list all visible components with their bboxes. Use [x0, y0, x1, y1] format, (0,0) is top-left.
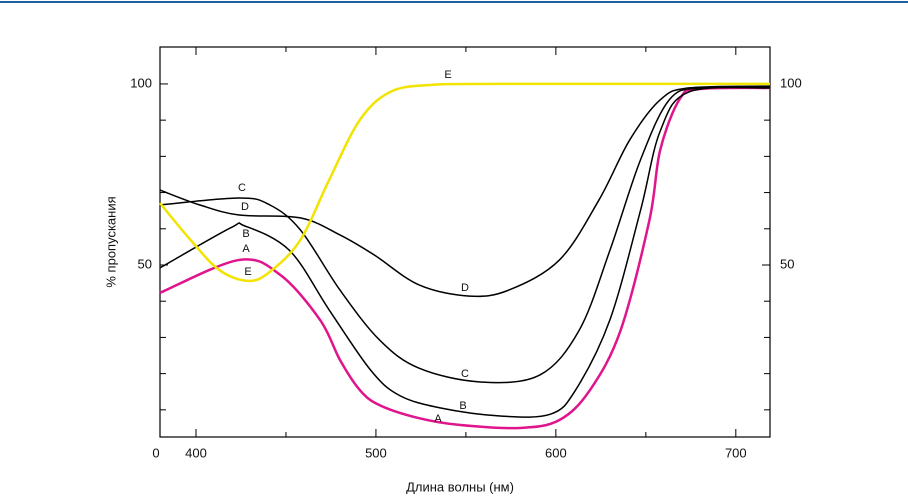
y-tick-label: 50 — [138, 256, 152, 271]
curve-label: A — [434, 413, 442, 425]
curve-label: D — [241, 201, 249, 213]
x-tick-label: 600 — [545, 445, 567, 460]
x-axis-label: Длина волны (нм) — [406, 479, 514, 494]
curve-label: D — [461, 282, 469, 294]
x-tick-label: 400 — [185, 445, 207, 460]
y2-tick-label: 100 — [780, 75, 802, 90]
x-tick-label: 500 — [365, 445, 387, 460]
series-line — [159, 86, 771, 430]
curve-label: C — [238, 182, 246, 194]
series-line — [159, 82, 771, 283]
series-line — [159, 85, 771, 298]
curve-label: A — [242, 243, 250, 255]
curve-label: B — [459, 400, 466, 412]
y2-tick-label: 50 — [780, 256, 794, 271]
curve-label: E — [244, 266, 251, 278]
curve-label: C — [461, 368, 469, 380]
y-axis-label: % пропускания — [103, 196, 118, 287]
y-tick-label: 100 — [130, 75, 152, 90]
plot-frame — [159, 46, 771, 438]
curve-label: E — [444, 69, 451, 81]
series-line — [159, 86, 771, 418]
curve-label: B — [242, 228, 249, 240]
series-line — [159, 85, 771, 384]
x-tick-label: 0 — [152, 445, 159, 460]
x-tick-label: 700 — [725, 445, 747, 460]
